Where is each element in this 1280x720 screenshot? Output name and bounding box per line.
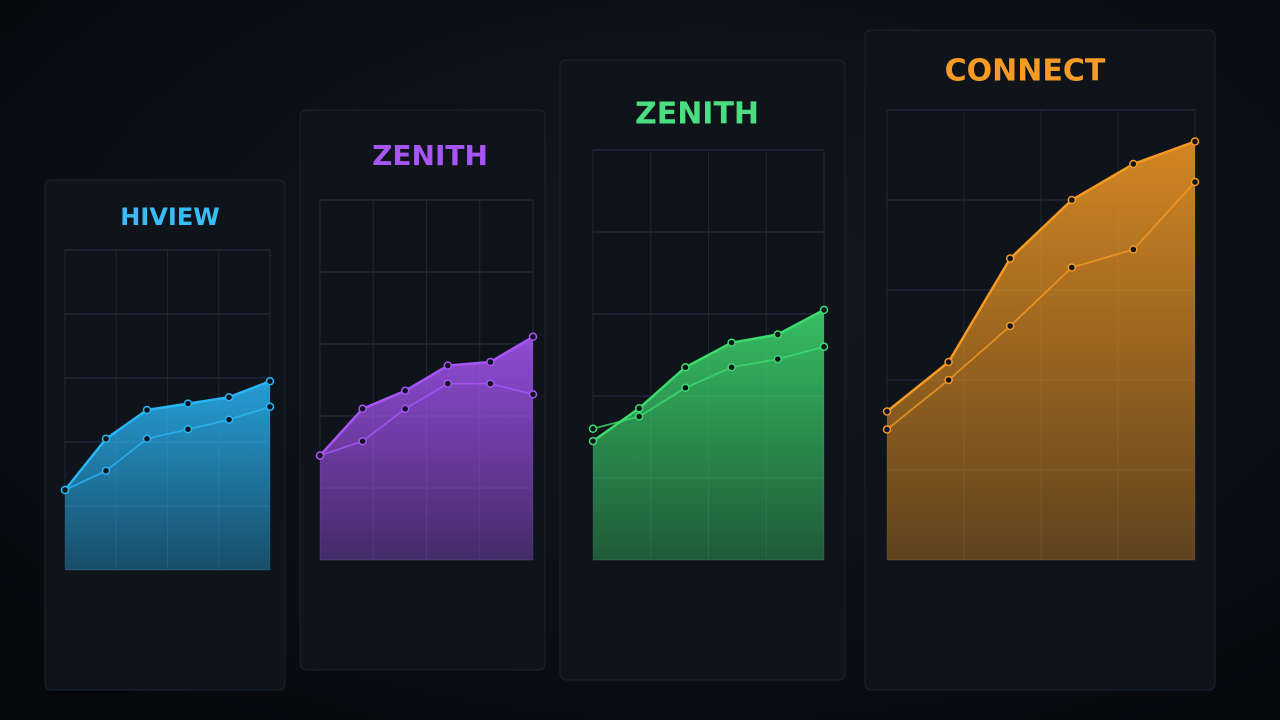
point <box>773 354 783 364</box>
point <box>400 386 410 396</box>
point <box>142 434 152 444</box>
line <box>64 405 271 491</box>
point <box>315 451 325 460</box>
point <box>443 361 453 370</box>
point <box>882 425 892 434</box>
point <box>882 407 892 416</box>
point <box>727 338 736 347</box>
point <box>1005 321 1015 331</box>
point <box>528 332 538 342</box>
point <box>486 379 495 388</box>
line <box>886 181 1196 431</box>
point <box>101 434 111 444</box>
point <box>486 357 495 367</box>
area <box>65 381 270 570</box>
chart-title: ZENITH <box>372 139 488 172</box>
chart-panel: ZENITH <box>299 109 546 671</box>
line <box>319 335 534 457</box>
point <box>183 399 193 408</box>
point <box>727 363 736 372</box>
point <box>265 376 275 386</box>
chart-panel: ZENITH <box>559 59 846 681</box>
point <box>634 412 644 421</box>
point <box>60 485 70 495</box>
point <box>142 405 152 415</box>
point <box>1129 159 1138 169</box>
chart-panel: CONNECT <box>864 29 1216 691</box>
point <box>443 379 453 388</box>
chart-panel: HIVIEW <box>44 179 286 691</box>
point <box>819 342 829 352</box>
point <box>1190 137 1200 146</box>
point <box>358 436 367 446</box>
point <box>1067 195 1077 205</box>
point <box>1190 177 1200 187</box>
point <box>1067 263 1077 272</box>
point <box>681 383 690 393</box>
line <box>592 308 825 443</box>
point <box>634 404 644 413</box>
point <box>358 404 367 414</box>
line <box>886 140 1196 413</box>
point <box>588 424 598 434</box>
point <box>1005 254 1015 263</box>
point <box>819 305 829 315</box>
line <box>64 380 271 491</box>
point <box>944 375 953 385</box>
point <box>400 404 410 414</box>
line <box>319 382 534 457</box>
point <box>773 330 783 339</box>
point <box>681 363 690 372</box>
point <box>1129 245 1138 254</box>
chart-title: CONNECT <box>945 54 1106 89</box>
line <box>592 345 825 430</box>
chart-title: ZENITH <box>635 97 759 132</box>
area <box>887 141 1195 560</box>
point <box>528 390 538 399</box>
point <box>944 357 953 367</box>
point <box>224 392 234 402</box>
point <box>588 436 598 446</box>
area <box>593 309 824 560</box>
point <box>183 424 193 434</box>
point <box>101 466 111 476</box>
point <box>224 415 234 424</box>
area <box>320 336 533 560</box>
point <box>265 402 275 412</box>
chart-title: HIVIEW <box>120 203 219 231</box>
